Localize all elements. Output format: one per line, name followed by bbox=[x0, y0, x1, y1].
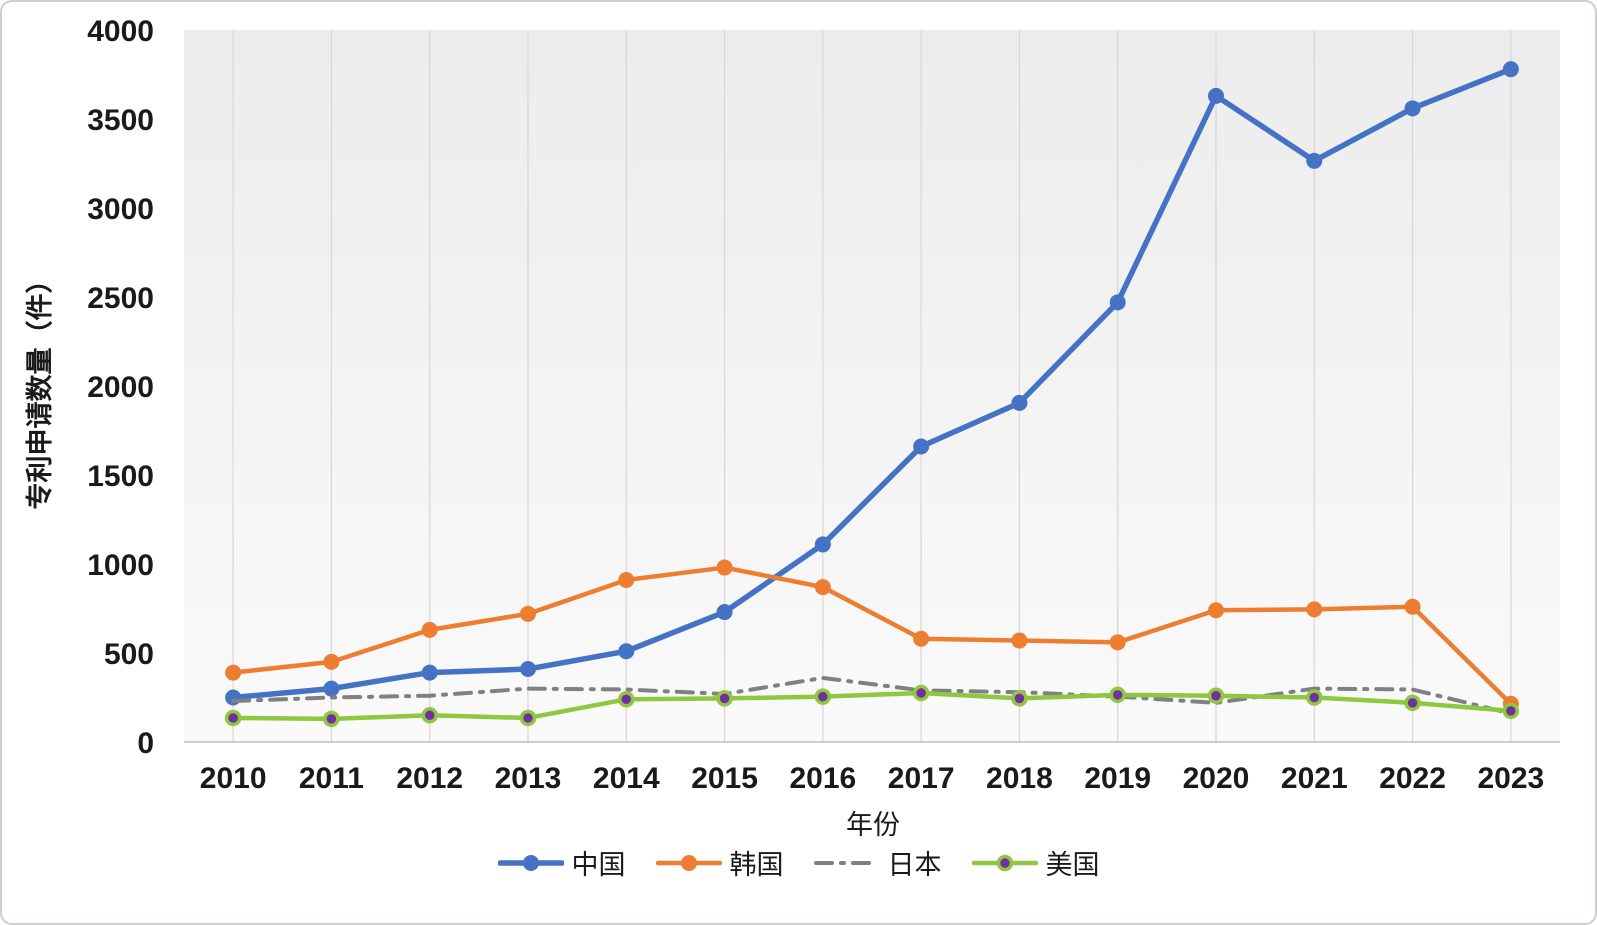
legend-label: 美国 bbox=[1045, 850, 1100, 880]
svg-text:2013: 2013 bbox=[495, 762, 562, 795]
data-point-marker bbox=[618, 643, 635, 660]
svg-text:2012: 2012 bbox=[396, 762, 463, 795]
plot-background bbox=[184, 30, 1560, 742]
data-point-marker bbox=[421, 707, 438, 724]
data-point-marker bbox=[1306, 601, 1323, 618]
data-point-marker bbox=[225, 689, 242, 706]
svg-text:1500: 1500 bbox=[87, 460, 154, 493]
svg-text:2022: 2022 bbox=[1379, 762, 1446, 795]
svg-text:3000: 3000 bbox=[87, 193, 154, 226]
data-point-marker bbox=[520, 661, 536, 678]
data-point-marker bbox=[1404, 100, 1421, 117]
y-axis-tick-labels: 0 500 1000 1500 2000 2500 3000 3500 4000 bbox=[87, 15, 154, 760]
data-point-marker bbox=[1011, 632, 1028, 649]
svg-text:2018: 2018 bbox=[986, 762, 1053, 795]
series-line-韩国 bbox=[225, 559, 1519, 712]
data-point-marker bbox=[225, 664, 242, 681]
data-point-marker bbox=[716, 690, 733, 707]
svg-text:2020: 2020 bbox=[1183, 762, 1250, 795]
legend-line-sample-icon bbox=[497, 854, 564, 871]
data-point-marker bbox=[1502, 702, 1520, 720]
data-point-marker bbox=[1109, 686, 1126, 704]
data-point-marker bbox=[421, 664, 438, 681]
data-point-marker bbox=[1109, 294, 1126, 311]
data-point-marker bbox=[520, 605, 536, 622]
svg-text:2000: 2000 bbox=[87, 371, 154, 404]
data-point-marker bbox=[1404, 598, 1421, 615]
data-point-marker bbox=[1306, 152, 1323, 169]
svg-text:2019: 2019 bbox=[1084, 762, 1151, 795]
data-point-marker bbox=[519, 709, 537, 727]
data-point-marker bbox=[1208, 602, 1224, 619]
data-point-marker bbox=[814, 688, 832, 705]
svg-text:4000: 4000 bbox=[87, 15, 154, 48]
data-point-marker bbox=[323, 710, 340, 728]
svg-text:2017: 2017 bbox=[888, 762, 955, 795]
svg-text:2016: 2016 bbox=[789, 762, 856, 795]
data-point-marker bbox=[1502, 61, 1519, 78]
data-point-marker bbox=[1306, 689, 1323, 706]
data-point-marker bbox=[323, 680, 340, 697]
data-point-marker bbox=[421, 621, 438, 638]
legend-line-sample-icon bbox=[971, 854, 1038, 871]
data-point-marker bbox=[913, 438, 930, 455]
data-point-marker bbox=[814, 579, 831, 596]
legend-item-韩国: 韩国 bbox=[655, 843, 784, 882]
data-point-marker bbox=[716, 604, 733, 621]
data-point-marker bbox=[618, 691, 635, 708]
svg-text:2021: 2021 bbox=[1281, 762, 1348, 795]
data-point-marker bbox=[1404, 694, 1421, 712]
x-axis-tick-labels: 2010 2011 2012 2013 2014 2015 2016 2017 2018 2019… bbox=[200, 762, 1544, 795]
series-line-中国 bbox=[225, 61, 1519, 706]
data-point-marker bbox=[1207, 687, 1225, 704]
chart-legend: 中国 韩国 日本 美国 bbox=[2, 843, 1595, 882]
legend-label: 韩国 bbox=[729, 850, 784, 880]
svg-text:2500: 2500 bbox=[87, 282, 154, 315]
data-point-marker bbox=[913, 630, 930, 647]
svg-text:2011: 2011 bbox=[299, 762, 364, 795]
vertical-gridlines bbox=[232, 30, 1512, 742]
svg-text:2023: 2023 bbox=[1477, 762, 1544, 795]
data-point-marker bbox=[1011, 690, 1028, 707]
svg-text:1000: 1000 bbox=[87, 549, 154, 582]
data-point-marker bbox=[912, 684, 930, 702]
data-point-marker bbox=[323, 653, 340, 670]
series-line-美国 bbox=[224, 684, 1520, 728]
legend-item-中国: 中国 bbox=[497, 843, 626, 882]
data-point-marker bbox=[1109, 634, 1126, 651]
legend-line-sample-icon bbox=[813, 860, 880, 865]
legend-label: 中国 bbox=[571, 850, 626, 880]
legend-label: 日本 bbox=[887, 850, 942, 880]
svg-text:2015: 2015 bbox=[691, 762, 758, 795]
data-point-marker bbox=[814, 536, 831, 553]
data-point-marker bbox=[1011, 394, 1028, 411]
data-point-marker bbox=[618, 572, 635, 589]
data-point-marker bbox=[224, 709, 242, 727]
svg-text:500: 500 bbox=[104, 638, 154, 671]
legend-item-美国: 美国 bbox=[971, 843, 1100, 882]
svg-text:0: 0 bbox=[137, 727, 154, 760]
legend-line-sample-icon bbox=[655, 854, 722, 871]
svg-text:2010: 2010 bbox=[200, 762, 267, 795]
svg-text:3500: 3500 bbox=[87, 104, 154, 137]
data-point-marker bbox=[1208, 87, 1224, 104]
legend-item-日本: 日本 bbox=[813, 843, 942, 882]
x-axis-title: 年份 bbox=[846, 810, 900, 840]
data-point-marker bbox=[716, 559, 733, 576]
series-line-日本 bbox=[231, 675, 1513, 716]
svg-text:2014: 2014 bbox=[593, 762, 660, 795]
